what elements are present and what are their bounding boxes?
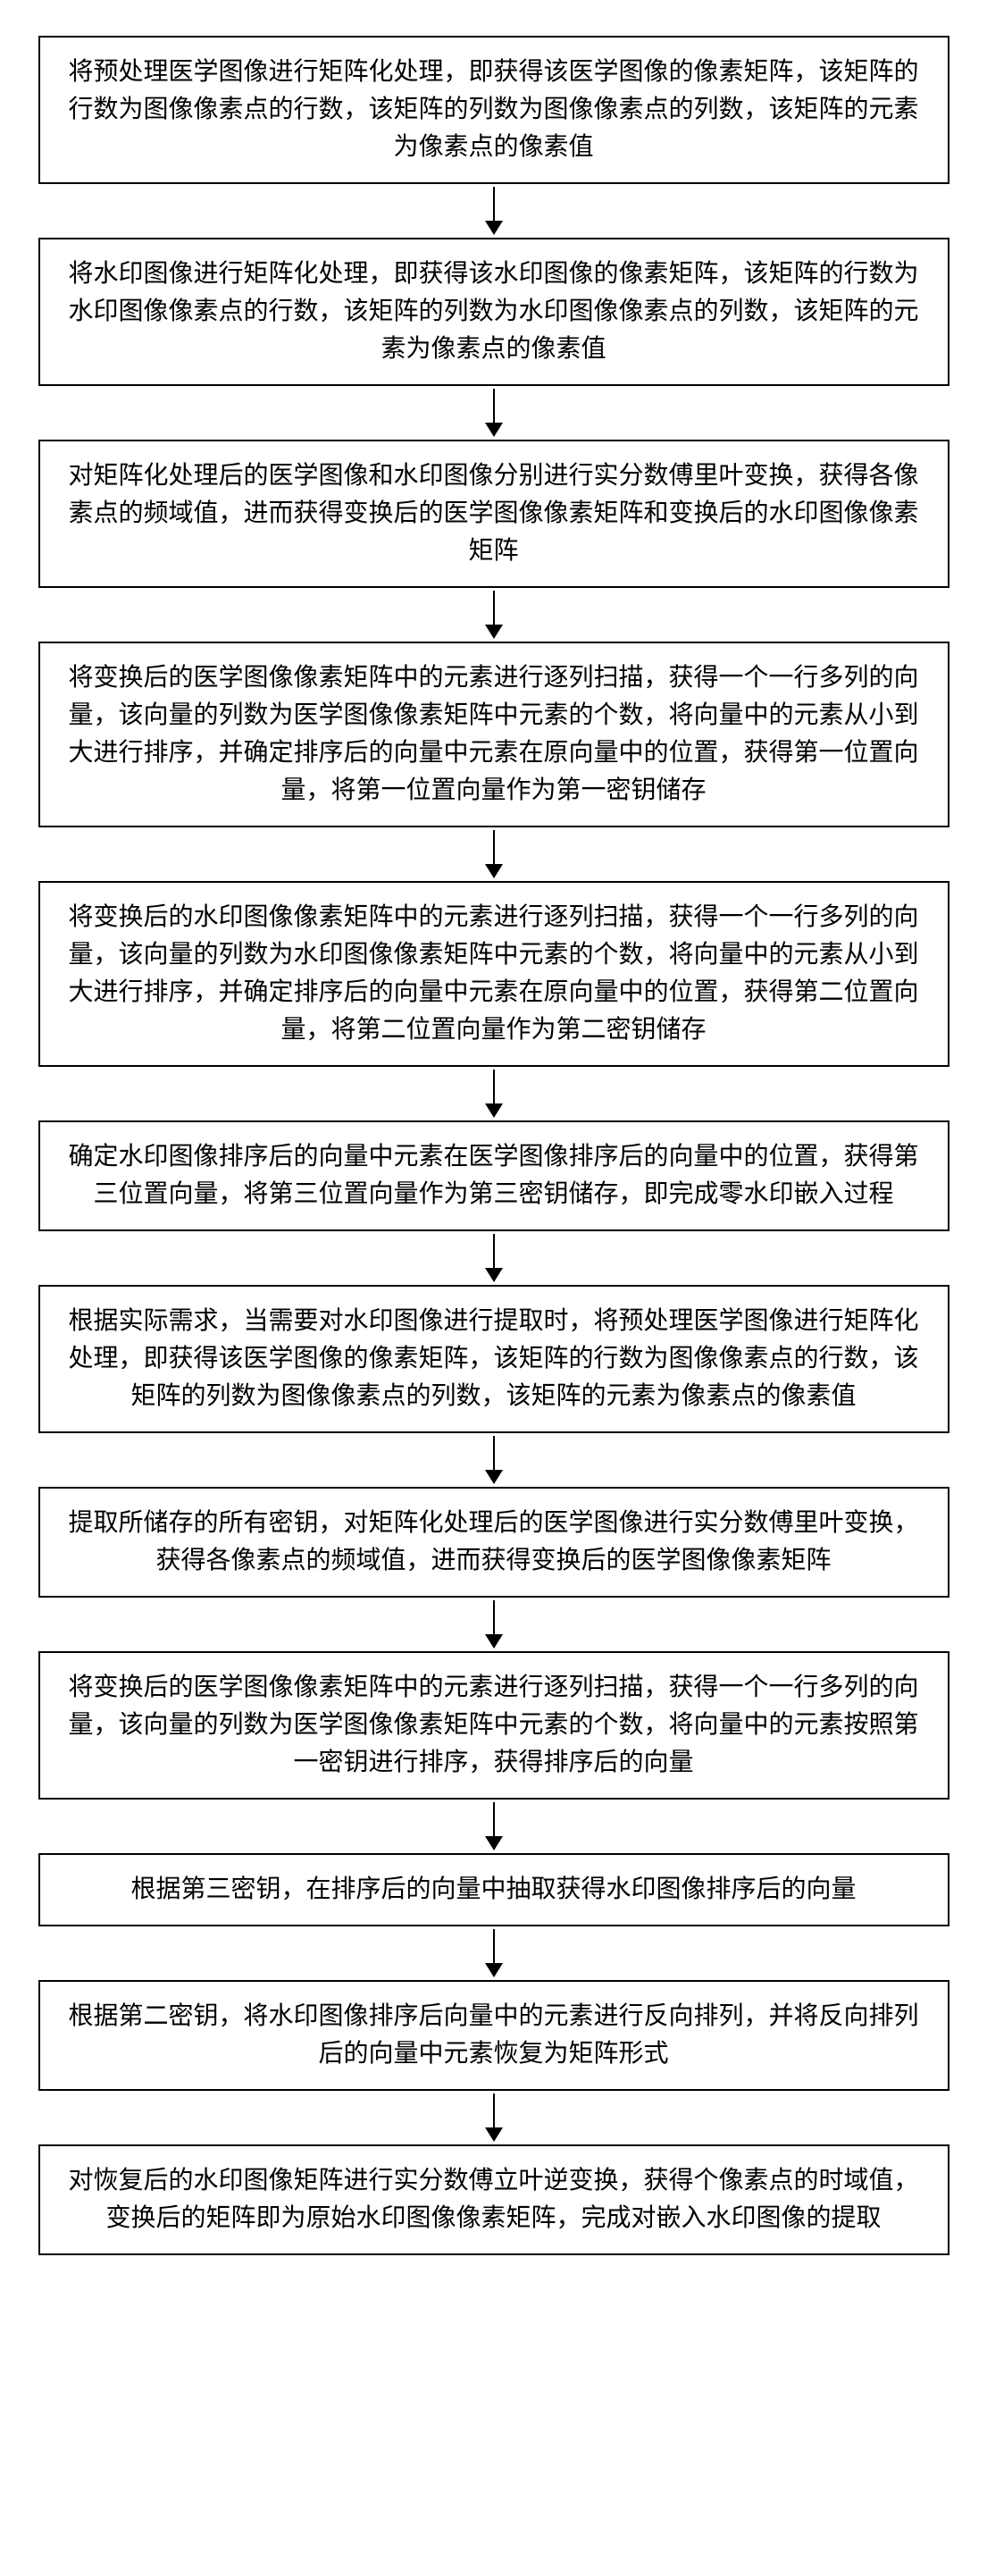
arrow-line xyxy=(493,830,495,864)
arrow-head-icon xyxy=(485,1470,503,1484)
flow-step-3: 对矩阵化处理后的医学图像和水印图像分别进行实分数傅里叶变换，获得各像素点的频域值… xyxy=(38,440,949,588)
flow-step-text: 根据第三密钥，在排序后的向量中抽取获得水印图像排序后的向量 xyxy=(130,1875,856,1903)
arrow-line xyxy=(493,1802,495,1836)
flow-step-11: 根据第二密钥，将水印图像排序后向量中的元素进行反向排列，并将反向排列后的向量中元… xyxy=(38,1980,949,2091)
arrow-11 xyxy=(485,2091,503,2144)
arrow-8 xyxy=(485,1598,503,1651)
arrow-9 xyxy=(485,1800,503,1853)
arrow-head-icon xyxy=(485,221,503,235)
arrow-line xyxy=(493,1600,495,1634)
arrow-line xyxy=(493,1234,495,1268)
flow-step-text: 根据第二密钥，将水印图像排序后向量中的元素进行反向排列，并将反向排列后的向量中元… xyxy=(68,2002,918,2068)
flow-step-12: 对恢复后的水印图像矩阵进行实分数傅立叶逆变换，获得个像素点的时域值，变换后的矩阵… xyxy=(38,2144,949,2255)
arrow-5 xyxy=(485,1067,503,1120)
arrow-line xyxy=(493,591,495,625)
arrow-head-icon xyxy=(485,2127,503,2142)
flow-step-text: 对矩阵化处理后的医学图像和水印图像分别进行实分数傅里叶变换，获得各像素点的频域值… xyxy=(68,462,918,565)
arrow-4 xyxy=(485,827,503,881)
flow-step-text: 将变换后的医学图像像素矩阵中的元素进行逐列扫描，获得一个一行多列的向量，该向量的… xyxy=(68,664,918,804)
flow-step-text: 提取所储存的所有密钥，对矩阵化处理后的医学图像进行实分数傅里叶变换，获得各像素点… xyxy=(68,1509,918,1574)
flow-step-text: 将变换后的医学图像像素矩阵中的元素进行逐列扫描，获得一个一行多列的向量，该向量的… xyxy=(68,1674,918,1776)
flow-step-text: 将变换后的水印图像像素矩阵中的元素进行逐列扫描，获得一个一行多列的向量，该向量的… xyxy=(68,903,918,1044)
arrow-head-icon xyxy=(485,864,503,878)
flow-step-text: 对恢复后的水印图像矩阵进行实分数傅立叶逆变换，获得个像素点的时域值，变换后的矩阵… xyxy=(68,2167,918,2232)
flow-step-8: 提取所储存的所有密钥，对矩阵化处理后的医学图像进行实分数傅里叶变换，获得各像素点… xyxy=(38,1487,949,1598)
arrow-7 xyxy=(485,1433,503,1487)
arrow-head-icon xyxy=(485,423,503,437)
flow-step-2: 将水印图像进行矩阵化处理，即获得该水印图像的像素矩阵，该矩阵的行数为水印图像像素… xyxy=(38,238,949,386)
arrow-2 xyxy=(485,386,503,440)
flow-step-7: 根据实际需求，当需要对水印图像进行提取时，将预处理医学图像进行矩阵化处理，即获得… xyxy=(38,1285,949,1433)
arrow-1 xyxy=(485,184,503,238)
arrow-head-icon xyxy=(485,1963,503,1977)
flow-step-9: 将变换后的医学图像像素矩阵中的元素进行逐列扫描，获得一个一行多列的向量，该向量的… xyxy=(38,1651,949,1800)
arrow-3 xyxy=(485,588,503,642)
arrow-head-icon xyxy=(485,1634,503,1649)
flow-step-text: 将预处理医学图像进行矩阵化处理，即获得该医学图像的像素矩阵，该矩阵的行数为图像像… xyxy=(68,58,918,161)
arrow-head-icon xyxy=(485,625,503,639)
arrow-head-icon xyxy=(485,1836,503,1850)
arrow-6 xyxy=(485,1231,503,1285)
flowchart-container: 将预处理医学图像进行矩阵化处理，即获得该医学图像的像素矩阵，该矩阵的行数为图像像… xyxy=(38,36,949,2255)
arrow-head-icon xyxy=(485,1103,503,1118)
arrow-line xyxy=(493,2094,495,2127)
flow-step-1: 将预处理医学图像进行矩阵化处理，即获得该医学图像的像素矩阵，该矩阵的行数为图像像… xyxy=(38,36,949,184)
flow-step-6: 确定水印图像排序后的向量中元素在医学图像排序后的向量中的位置，获得第三位置向量，… xyxy=(38,1120,949,1231)
arrow-head-icon xyxy=(485,1268,503,1282)
flow-step-4: 将变换后的医学图像像素矩阵中的元素进行逐列扫描，获得一个一行多列的向量，该向量的… xyxy=(38,642,949,827)
flow-step-text: 确定水印图像排序后的向量中元素在医学图像排序后的向量中的位置，获得第三位置向量，… xyxy=(68,1143,918,1208)
flow-step-10: 根据第三密钥，在排序后的向量中抽取获得水印图像排序后的向量 xyxy=(38,1853,949,1926)
arrow-line xyxy=(493,1436,495,1470)
flow-step-5: 将变换后的水印图像像素矩阵中的元素进行逐列扫描，获得一个一行多列的向量，该向量的… xyxy=(38,881,949,1067)
arrow-10 xyxy=(485,1926,503,1980)
arrow-line xyxy=(493,187,495,221)
arrow-line xyxy=(493,389,495,423)
arrow-line xyxy=(493,1070,495,1103)
flow-step-text: 将水印图像进行矩阵化处理，即获得该水印图像的像素矩阵，该矩阵的行数为水印图像像素… xyxy=(68,260,918,363)
arrow-line xyxy=(493,1929,495,1963)
flow-step-text: 根据实际需求，当需要对水印图像进行提取时，将预处理医学图像进行矩阵化处理，即获得… xyxy=(68,1307,918,1410)
